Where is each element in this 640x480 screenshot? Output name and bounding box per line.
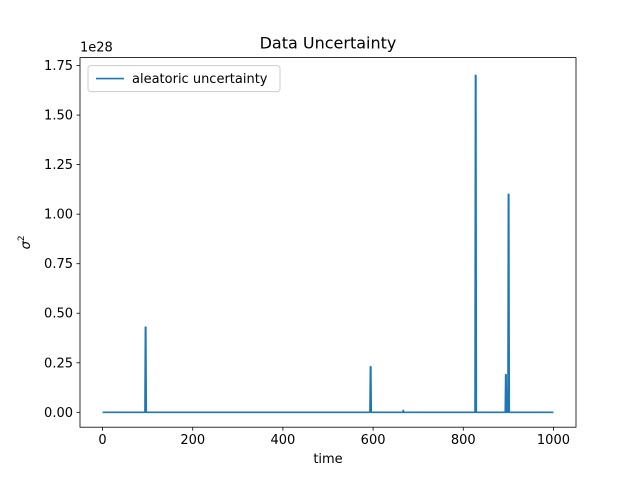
x-axis-label: time [313, 452, 342, 467]
series-line [102, 74, 554, 414]
y-axis-label-superscript: 2 [17, 235, 27, 241]
legend-label: aleatoric uncertainty [132, 72, 268, 87]
y-tick-label: 0.25 [44, 356, 73, 371]
x-tick-label: 400 [270, 433, 295, 448]
y-tick-label: 1.00 [44, 208, 73, 223]
y-axis: 0.00 0.25 0.50 0.75 1.00 1.25 1.50 1.75 [44, 59, 80, 421]
y-tick-label: 1.25 [44, 158, 73, 173]
x-tick-label: 800 [451, 433, 476, 448]
series-layer [102, 74, 554, 414]
x-tick-label: 1000 [537, 433, 570, 448]
y-axis-offset-text: 1e28 [80, 41, 113, 56]
y-axis-label-symbol: σ [19, 240, 34, 249]
y-tick-label: 0.00 [44, 406, 73, 421]
axes-frame [79, 57, 577, 428]
x-axis: 0 200 400 600 800 1000 [98, 427, 570, 448]
y-axis-label: σ2 [17, 235, 34, 249]
y-tick-label: 0.75 [44, 257, 73, 272]
chart-title: Data Uncertainty [260, 34, 397, 53]
legend-box [87, 65, 281, 93]
x-tick-label: 600 [361, 433, 386, 448]
legend: aleatoric uncertainty [87, 65, 281, 93]
y-tick-label: 1.75 [44, 59, 73, 74]
y-tick-label: 0.50 [44, 307, 73, 322]
x-tick-label: 0 [98, 433, 106, 448]
x-tick-label: 200 [180, 433, 205, 448]
y-tick-label: 1.50 [44, 109, 73, 124]
